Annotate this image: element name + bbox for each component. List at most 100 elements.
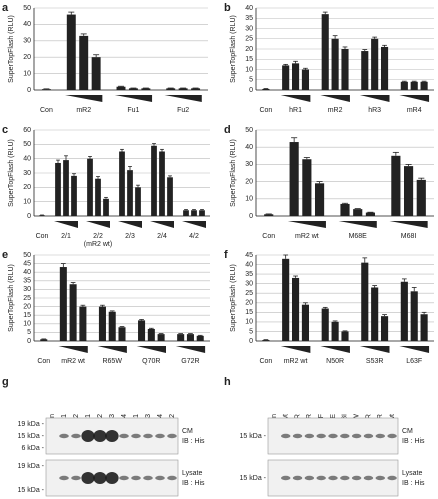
blot-label: CM bbox=[402, 428, 413, 435]
band bbox=[93, 472, 107, 484]
y-tick-label: 0 bbox=[27, 87, 31, 94]
bar bbox=[183, 210, 189, 216]
bar bbox=[291, 63, 300, 90]
y-tick-label: 30 bbox=[23, 286, 31, 293]
y-tick-label: 5 bbox=[249, 328, 253, 335]
y-tick-label: 60 bbox=[23, 127, 31, 134]
y-tick-label: 10 bbox=[245, 196, 253, 203]
dose-wedge bbox=[359, 95, 390, 102]
bar bbox=[91, 57, 101, 90]
y-axis-label: SuperTopFlash (RLU) bbox=[230, 139, 237, 207]
dose-wedge bbox=[389, 221, 428, 228]
band bbox=[316, 433, 326, 439]
y-tick-label: 50 bbox=[23, 141, 31, 148]
group-label: 4/2 bbox=[189, 233, 199, 240]
y-tick-label: 40 bbox=[23, 156, 31, 163]
group-label: Con bbox=[259, 358, 272, 365]
bar bbox=[420, 314, 428, 341]
bar bbox=[151, 145, 157, 216]
y-tick-label: 15 bbox=[245, 56, 253, 63]
bar bbox=[69, 284, 77, 341]
bar bbox=[361, 262, 369, 341]
band bbox=[351, 475, 362, 481]
band bbox=[340, 475, 350, 481]
bar bbox=[416, 179, 426, 216]
bar bbox=[341, 331, 349, 341]
size-marker: 15 kDa - bbox=[18, 487, 45, 494]
size-marker: 19 kDa - bbox=[18, 421, 45, 428]
group-label: mR2 wt bbox=[295, 233, 319, 240]
y-tick-label: 25 bbox=[245, 290, 253, 297]
band bbox=[105, 472, 119, 484]
bar bbox=[262, 88, 270, 90]
bar bbox=[55, 162, 61, 216]
bar bbox=[40, 339, 48, 341]
band bbox=[155, 475, 165, 481]
dose-wedge bbox=[58, 346, 88, 353]
bar bbox=[371, 287, 379, 341]
dose-wedge bbox=[280, 346, 311, 353]
group-label: Fu2 bbox=[177, 107, 189, 114]
band bbox=[363, 475, 374, 481]
y-tick-label: 10 bbox=[23, 199, 31, 206]
bar bbox=[167, 177, 173, 216]
bar bbox=[371, 38, 379, 90]
band bbox=[119, 475, 129, 481]
panel-label: h bbox=[224, 376, 231, 388]
bar bbox=[353, 209, 363, 216]
bar bbox=[157, 334, 165, 341]
y-tick-label: 35 bbox=[245, 271, 253, 278]
bar bbox=[118, 327, 126, 341]
y-tick-label: 20 bbox=[23, 54, 31, 61]
band bbox=[375, 433, 386, 439]
bar bbox=[128, 88, 138, 90]
bar bbox=[103, 198, 109, 216]
bar bbox=[291, 277, 300, 341]
band bbox=[105, 430, 119, 442]
dose-wedge bbox=[399, 346, 430, 353]
bar bbox=[400, 281, 408, 341]
y-tick-label: 10 bbox=[245, 66, 253, 73]
bar bbox=[41, 89, 51, 90]
band bbox=[304, 433, 315, 439]
dose-wedge bbox=[182, 221, 206, 228]
y-tick-label: 25 bbox=[23, 295, 31, 302]
y-tick-label: 10 bbox=[23, 321, 31, 328]
bar bbox=[138, 320, 146, 341]
bar bbox=[410, 81, 418, 90]
band bbox=[71, 433, 81, 439]
bar bbox=[71, 175, 77, 216]
y-tick-label: 30 bbox=[245, 281, 253, 288]
bar bbox=[196, 335, 204, 341]
bar bbox=[39, 215, 45, 216]
bar bbox=[400, 81, 408, 90]
bar bbox=[380, 46, 389, 90]
band bbox=[387, 433, 397, 439]
group-label: L63F bbox=[406, 358, 422, 365]
dose-wedge bbox=[118, 221, 142, 228]
y-tick-label: 30 bbox=[245, 161, 253, 168]
dose-wedge bbox=[280, 95, 311, 102]
bar bbox=[380, 316, 389, 341]
band bbox=[167, 433, 177, 439]
bar bbox=[314, 183, 325, 216]
bar bbox=[166, 88, 176, 90]
band bbox=[292, 475, 303, 481]
panel-label: c bbox=[2, 124, 8, 136]
group-label: M68E bbox=[349, 233, 368, 240]
bar bbox=[301, 304, 310, 341]
bar bbox=[178, 88, 188, 90]
band bbox=[155, 433, 165, 439]
y-axis-label: SuperTopFlash (RLU) bbox=[8, 139, 15, 207]
dose-wedge bbox=[54, 221, 78, 228]
bar bbox=[186, 334, 194, 341]
band bbox=[375, 475, 386, 481]
group-label: mR2 bbox=[328, 107, 343, 114]
dose-wedge bbox=[164, 95, 202, 102]
y-tick-label: 20 bbox=[23, 303, 31, 310]
band bbox=[143, 433, 153, 439]
group-label: M68I bbox=[401, 233, 417, 240]
bar bbox=[147, 328, 155, 341]
group-sublabel: (mR2 wt) bbox=[84, 241, 112, 248]
